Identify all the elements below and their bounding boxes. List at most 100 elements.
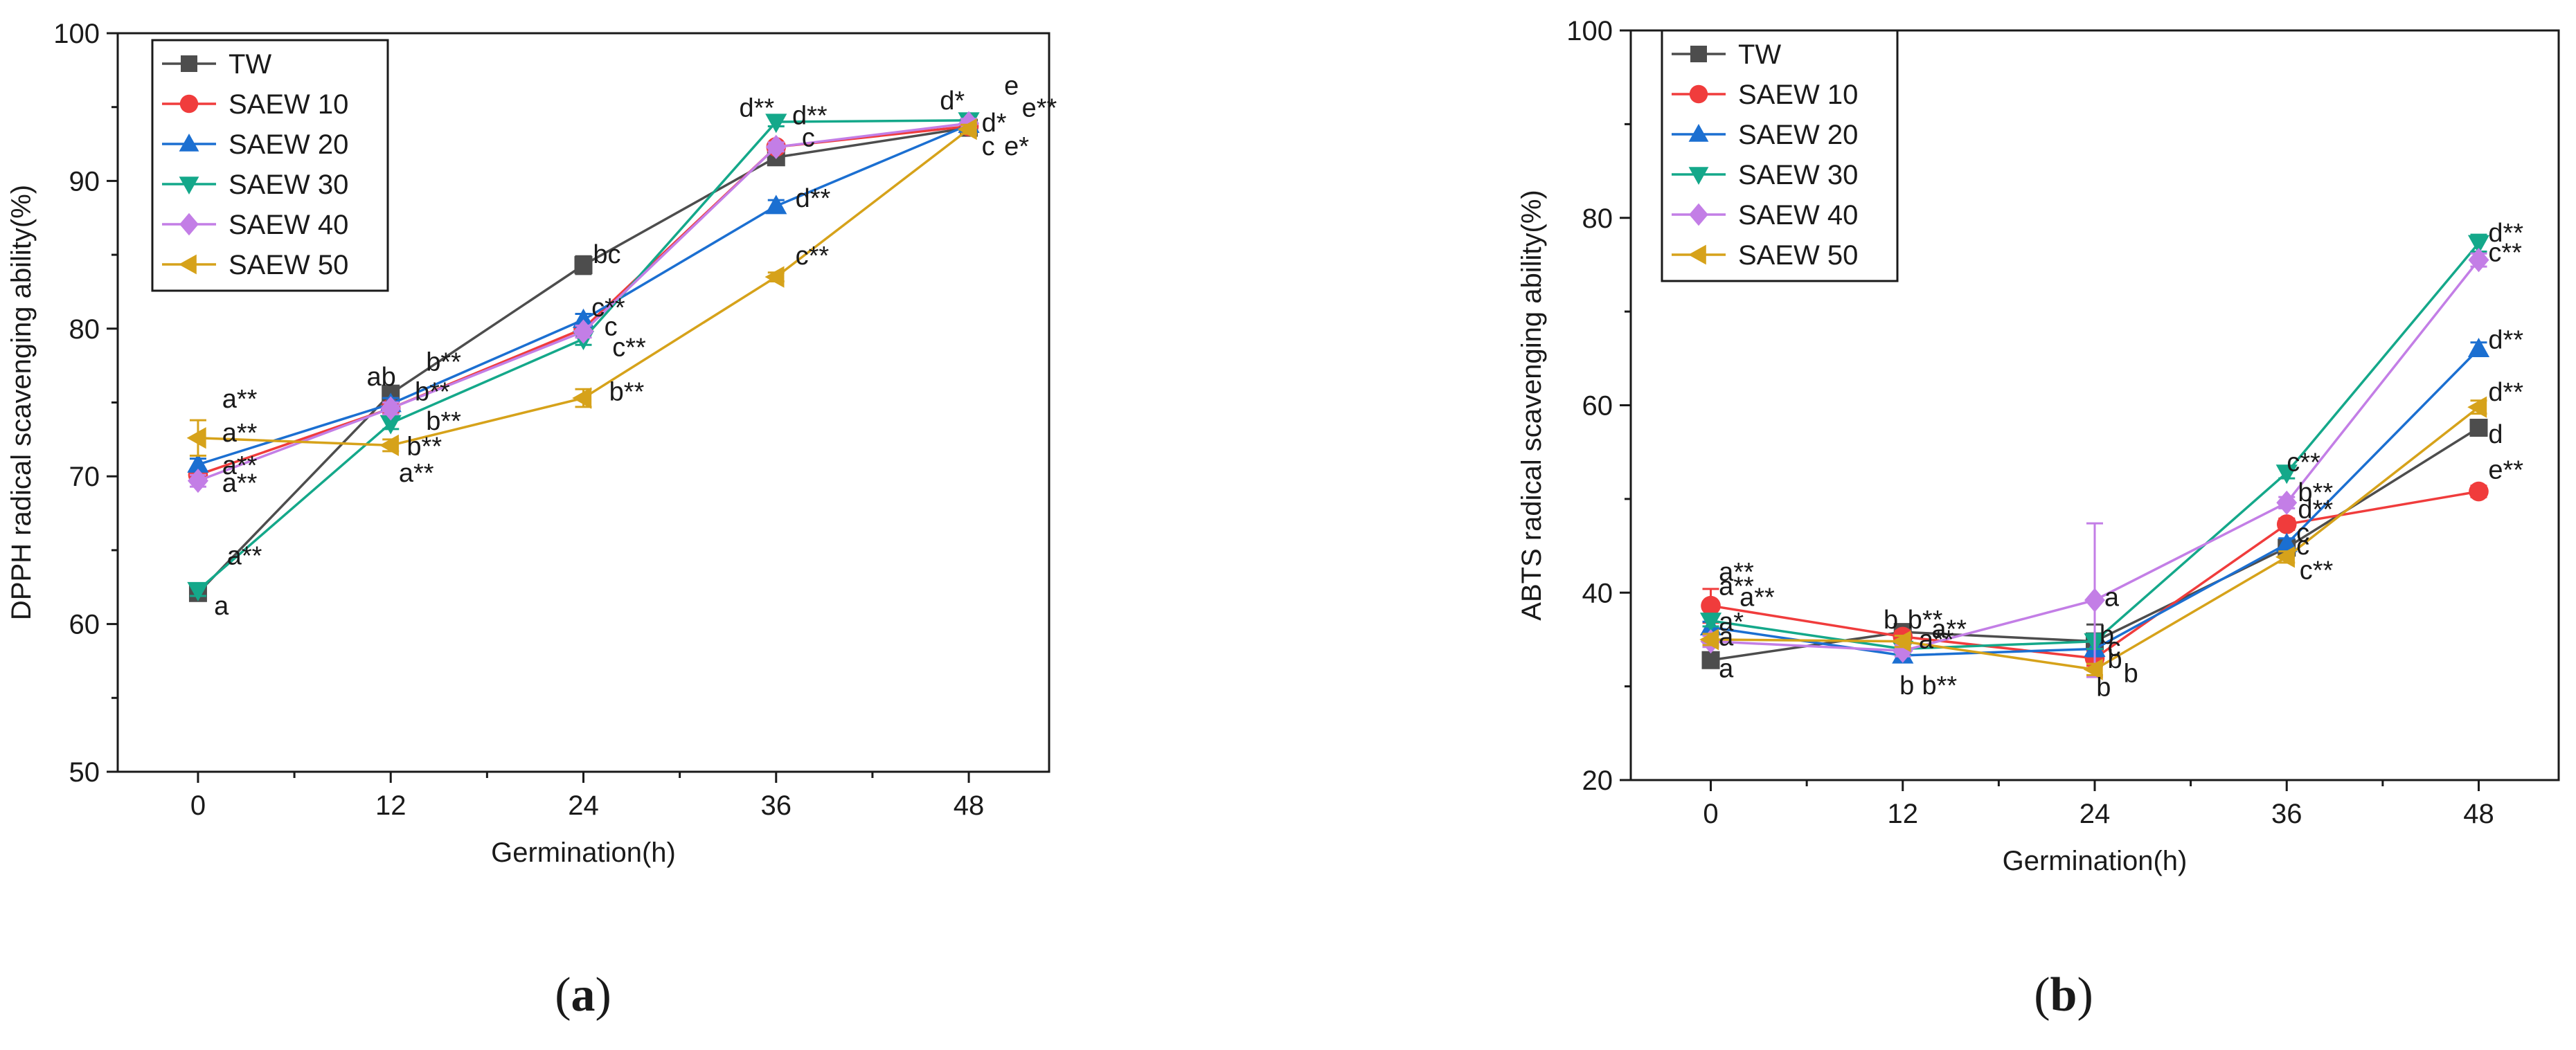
significance-label: c <box>2296 518 2309 547</box>
panel-label-letter: b <box>2050 968 2077 1022</box>
significance-label: e <box>1004 72 1019 101</box>
significance-label: e** <box>1022 94 1057 123</box>
significance-label: c** <box>2300 556 2334 585</box>
x-tick-label: 48 <box>2463 799 2494 829</box>
y-tick-label: 40 <box>1582 578 1613 608</box>
data-point <box>187 469 208 494</box>
data-point <box>765 114 787 134</box>
legend-marker <box>179 94 199 114</box>
data-point <box>1891 631 1911 653</box>
legend-marker <box>179 134 199 152</box>
significance-label: a** <box>399 459 434 488</box>
significance-label: c <box>2296 532 2309 561</box>
legend-label: SAEW 40 <box>229 210 348 240</box>
x-tick-label: 24 <box>568 790 599 821</box>
series-saew-50 <box>186 118 978 457</box>
x-tick-label: 0 <box>190 790 206 821</box>
data-point <box>957 118 977 141</box>
data-point <box>765 194 787 215</box>
panel-label-close: ) <box>596 968 611 1022</box>
y-tick-label: 90 <box>69 166 100 197</box>
significance-label: b** <box>2298 478 2333 507</box>
panel-label-open: ( <box>2034 968 2050 1022</box>
significance-label: b <box>1884 606 1898 635</box>
data-point <box>2468 248 2489 273</box>
legend-marker <box>1690 46 1707 62</box>
y-tick-label: 80 <box>69 314 100 345</box>
data-point <box>764 266 785 288</box>
significance-label: a** <box>1739 583 1775 613</box>
data-point <box>2469 418 2488 437</box>
y-tick-label: 100 <box>53 19 100 49</box>
x-tick-label: 12 <box>375 790 406 821</box>
data-point <box>573 319 594 344</box>
y-tick-label: 100 <box>1566 16 1613 46</box>
legend-label: SAEW 10 <box>1738 80 1858 110</box>
panel-label-letter: a <box>571 968 596 1022</box>
data-point <box>2275 546 2295 568</box>
data-point <box>2084 588 2105 613</box>
legend-label: SAEW 40 <box>1738 200 1858 230</box>
legend: TW SAEW 10 SAEW 20 SAEW 30 SAEW 40 SAEW 50 <box>1661 29 1899 282</box>
significance-label: b** <box>1922 671 1957 700</box>
significance-label: c <box>605 313 618 342</box>
significance-label: c** <box>591 293 625 323</box>
significance-label: d** <box>2488 325 2523 354</box>
panel-label: (b) <box>2034 968 2093 1022</box>
y-tick-label: 50 <box>69 757 100 788</box>
data-point <box>572 308 595 328</box>
significance-label: a <box>214 592 229 621</box>
panel-label-close: ) <box>2077 968 2093 1022</box>
data-point <box>2469 481 2489 502</box>
significance-label: b <box>2124 659 2138 688</box>
series-saew-40 <box>1700 248 2489 678</box>
significance-label: a <box>2104 583 2120 613</box>
data-point <box>2467 338 2490 357</box>
legend-marker <box>1689 203 1708 226</box>
legend-marker <box>179 212 199 236</box>
significance-label: c** <box>612 333 646 362</box>
x-axis-label: Germination(h) <box>2003 846 2188 876</box>
y-tick-label: 60 <box>69 610 100 640</box>
legend-label: SAEW 30 <box>229 170 348 200</box>
significance-label: a** <box>1931 615 1967 644</box>
data-point <box>187 453 209 473</box>
x-tick-label: 48 <box>954 790 985 821</box>
legend-label: TW <box>1738 39 1781 70</box>
significance-label: b <box>2100 621 2114 650</box>
significance-label: b** <box>609 377 645 406</box>
legend: TW SAEW 10 SAEW 20 SAEW 30 SAEW 40 SAEW 50 <box>151 39 389 292</box>
significance-label: a <box>1719 623 1734 652</box>
significance-label: d** <box>739 94 774 123</box>
significance-label: d** <box>2488 219 2523 248</box>
data-point <box>380 396 402 421</box>
legend-marker <box>1688 167 1709 185</box>
data-point <box>2275 532 2298 552</box>
significance-label: d** <box>2488 378 2523 407</box>
significance-label: a** <box>1719 558 1754 587</box>
data-point <box>2276 490 2298 515</box>
data-point <box>2467 396 2487 418</box>
data-point <box>1699 613 1722 633</box>
data-point <box>2276 514 2297 534</box>
series-saew-50 <box>1699 396 2487 680</box>
significance-label: e** <box>2488 456 2523 485</box>
significance-label: c <box>982 132 995 161</box>
legend-label: SAEW 30 <box>1738 160 1858 190</box>
legend-marker <box>181 55 197 72</box>
significance-label: a** <box>222 469 258 498</box>
legend-label: TW <box>229 49 271 80</box>
data-point <box>379 434 399 456</box>
y-tick-label: 80 <box>1582 203 1613 234</box>
data-point <box>2083 658 2103 680</box>
significance-label: b** <box>415 377 450 406</box>
data-point <box>1701 651 1720 669</box>
x-tick-label: 12 <box>1888 799 1919 829</box>
data-point <box>379 415 402 435</box>
legend-marker <box>1689 84 1708 104</box>
significance-label: c <box>2107 633 2120 662</box>
significance-label: a <box>1719 655 1734 684</box>
significance-label: b** <box>1908 606 1943 635</box>
significance-label: b <box>2096 673 2111 703</box>
